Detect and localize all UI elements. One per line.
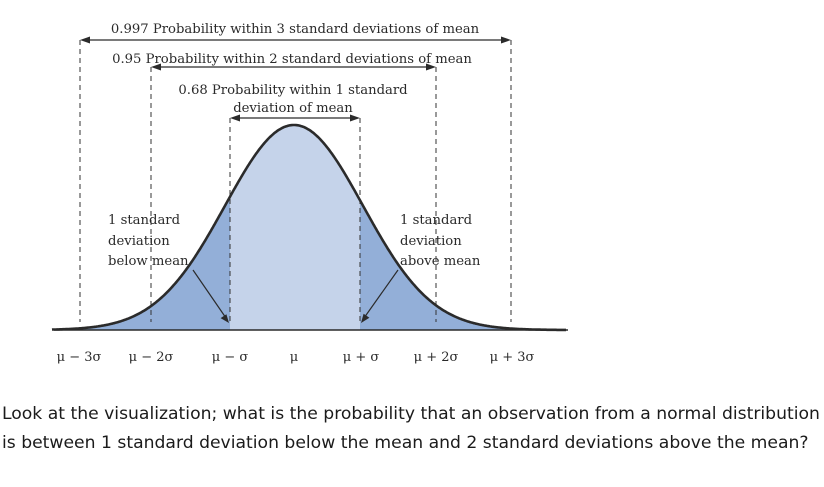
range-3sd-arrow — [80, 36, 511, 44]
dashed-guides — [79, 40, 512, 322]
tick-label: μ − 3σ — [57, 350, 102, 365]
question-text: Look at the visualization; what is the p… — [2, 404, 820, 453]
range-1sd-arrow — [230, 114, 360, 122]
normal-distribution-diagram: 0.997 Probability within 3 standard devi… — [51, 22, 568, 365]
tick-label: μ + 3σ — [490, 350, 535, 365]
range-1sd-label-line1: 0.68 Probability within 1 standard — [178, 83, 408, 98]
above-mean-label-line3: above mean — [400, 254, 481, 269]
below-mean-pointer — [192, 269, 229, 323]
tick-label: μ − 2σ — [129, 350, 174, 365]
range-3sd-label: 0.997 Probability within 3 standard devi… — [111, 22, 480, 37]
above-mean-label-line2: deviation — [400, 234, 462, 249]
tick-label: μ − σ — [212, 350, 249, 365]
above-mean-pointer — [361, 269, 399, 323]
range-1sd-label-line2: deviation of mean — [233, 101, 353, 116]
tick-label: μ — [290, 350, 298, 365]
tick-label: μ + 2σ — [414, 350, 459, 365]
below-mean-label-line3: below mean — [108, 254, 189, 269]
below-mean-label-line1: 1 standard — [108, 213, 181, 228]
above-mean-label-line1: 1 standard — [400, 213, 473, 228]
tick-label: μ + σ — [343, 350, 380, 365]
inner-shaded-area — [230, 125, 360, 330]
bell-curve — [51, 123, 566, 332]
range-2sd-label: 0.95 Probability within 2 standard devia… — [112, 52, 472, 67]
below-mean-label-line2: deviation — [108, 234, 170, 249]
range-2sd-arrow — [151, 63, 436, 71]
